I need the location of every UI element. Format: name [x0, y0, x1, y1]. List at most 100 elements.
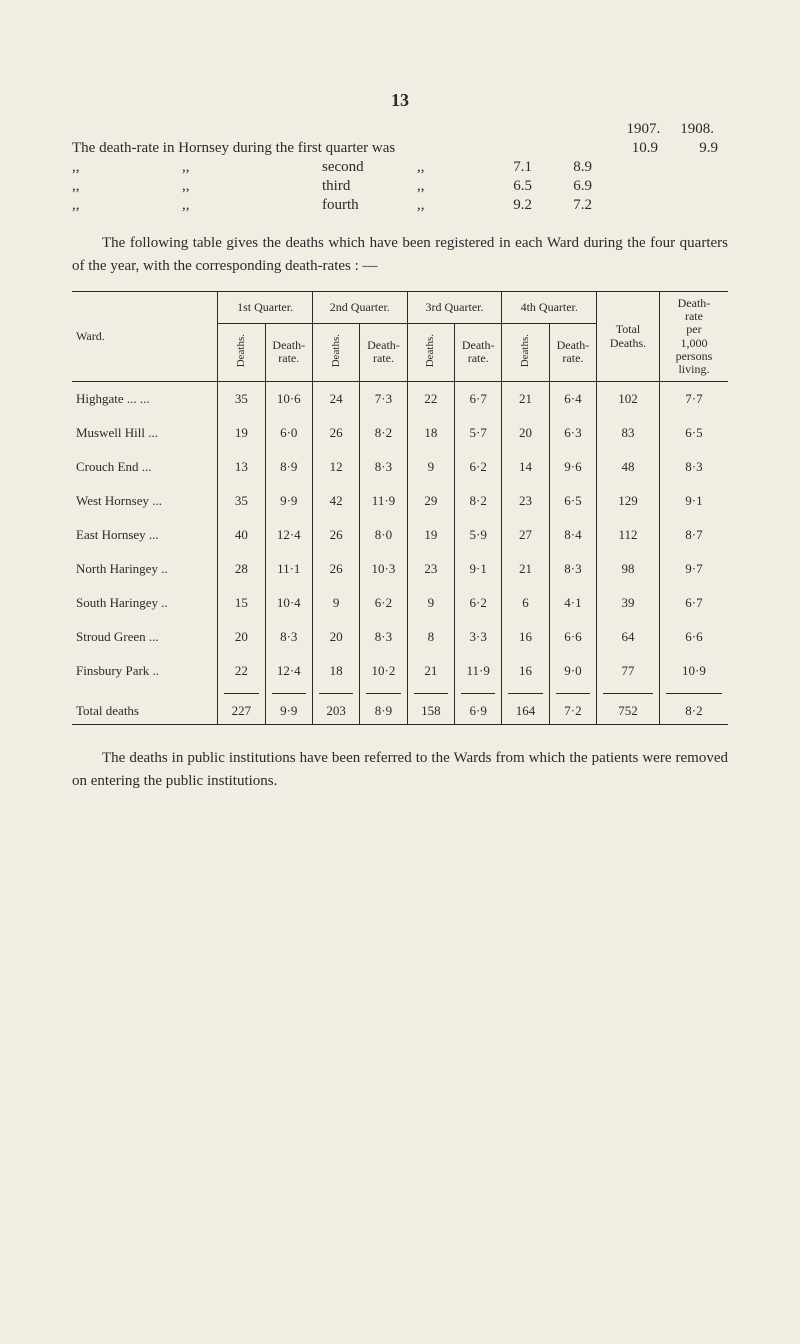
- cell: 10·6: [265, 382, 312, 417]
- cell: 6·6: [549, 620, 596, 654]
- cell: 8·4: [549, 518, 596, 552]
- first-1907: 10.9: [598, 140, 658, 157]
- cell: 6·5: [549, 484, 596, 518]
- separator: [360, 688, 407, 698]
- q3-rate-sub: Death- rate.: [455, 323, 502, 382]
- cell: 6·9: [455, 698, 502, 725]
- ditto2: ,,: [182, 159, 322, 176]
- cell: 9: [407, 586, 454, 620]
- cell: 9·1: [455, 552, 502, 586]
- cell: 48: [597, 450, 660, 484]
- ditto: ,,: [182, 178, 322, 195]
- second-1908: 8.9: [532, 159, 602, 176]
- separator: [597, 688, 660, 698]
- cell: 28: [218, 552, 265, 586]
- cell: 21: [502, 552, 549, 586]
- total-label: Total deaths: [72, 698, 218, 725]
- separator: [407, 688, 454, 698]
- death-rate-table: Ward. 1st Quarter. 2nd Quarter. 3rd Quar…: [72, 291, 728, 725]
- intro-row-2: ,, ,, second ,, 7.1 8.9: [72, 159, 728, 176]
- cell: 227: [218, 698, 265, 725]
- cell: 6: [502, 586, 549, 620]
- q4-deaths-sub: Deaths.: [520, 334, 531, 367]
- first-1908: 9.9: [658, 140, 728, 157]
- cell: 6·3: [549, 416, 596, 450]
- q1-deaths-sub: Deaths.: [236, 334, 247, 367]
- separator-row: [72, 688, 728, 698]
- cell: 112: [597, 518, 660, 552]
- cell: 9·0: [549, 654, 596, 688]
- cell: 11·1: [265, 552, 312, 586]
- cell: 10·4: [265, 586, 312, 620]
- cell: 26: [312, 416, 359, 450]
- cell: 7·7: [659, 382, 728, 417]
- fourth-1908: 7.2: [532, 197, 602, 214]
- cell: 9·9: [265, 484, 312, 518]
- cell: 15: [218, 586, 265, 620]
- cell: 9·6: [549, 450, 596, 484]
- cell: 8·3: [549, 552, 596, 586]
- table-row: Finsbury Park ..2212·41810·22111·9169·07…: [72, 654, 728, 688]
- cell: 129: [597, 484, 660, 518]
- third-1908: 6.9: [532, 178, 602, 195]
- cell: 21: [407, 654, 454, 688]
- cell: 16: [502, 620, 549, 654]
- label-fourth: fourth: [322, 197, 417, 214]
- cell: 6·4: [549, 382, 596, 417]
- cell: 158: [407, 698, 454, 725]
- cell: 6·7: [455, 382, 502, 417]
- year-1907: 1907.: [627, 121, 661, 138]
- separator: [502, 688, 549, 698]
- paragraph-2: The deaths in public institutions have b…: [72, 747, 728, 794]
- cell: 14: [502, 450, 549, 484]
- table-row: Muswell Hill ...196·0268·2185·7206·3836·…: [72, 416, 728, 450]
- cell: 9·1: [659, 484, 728, 518]
- death-rate-header: Death- rate per 1,000 persons living.: [659, 292, 728, 382]
- label-second: second: [322, 159, 417, 176]
- cell: 8·9: [360, 698, 407, 725]
- cell: 3·3: [455, 620, 502, 654]
- intro-row-3: ,, ,, third ,, 6.5 6.9: [72, 178, 728, 195]
- q3-deaths-sub: Deaths.: [425, 334, 436, 367]
- q4-header: 4th Quarter.: [502, 292, 597, 324]
- table-row: South Haringey ..1510·496·296·264·1396·7: [72, 586, 728, 620]
- cell: 35: [218, 382, 265, 417]
- fourth-1907: 9.2: [472, 197, 532, 214]
- q4-rate-sub: Death- rate.: [549, 323, 596, 382]
- cell: 13: [218, 450, 265, 484]
- ward-name: East Hornsey ...: [72, 518, 218, 552]
- cell: 64: [597, 620, 660, 654]
- cell: 12·4: [265, 518, 312, 552]
- cell: 6·7: [659, 586, 728, 620]
- cell: 18: [407, 416, 454, 450]
- q2-rate-sub: Death- rate.: [360, 323, 407, 382]
- cell: 6·0: [265, 416, 312, 450]
- cell: 40: [218, 518, 265, 552]
- cell: 9·9: [265, 698, 312, 725]
- intro-first-text: The death-rate in Hornsey during the fir…: [72, 140, 598, 157]
- cell: 8·3: [360, 450, 407, 484]
- intro-first-line: The death-rate in Hornsey during the fir…: [72, 140, 728, 157]
- table-row: Crouch End ...138·9128·396·2149·6488·3: [72, 450, 728, 484]
- cell: 83: [597, 416, 660, 450]
- ward-name: Crouch End ...: [72, 450, 218, 484]
- q3-header: 3rd Quarter.: [407, 292, 502, 324]
- cell: 6·2: [455, 586, 502, 620]
- page-number: 13: [72, 90, 728, 111]
- cell: 22: [407, 382, 454, 417]
- cell: 5·7: [455, 416, 502, 450]
- ward-name: Finsbury Park ..: [72, 654, 218, 688]
- q1-header: 1st Quarter.: [218, 292, 313, 324]
- cell: 22: [218, 654, 265, 688]
- table-row: Highgate ... ...3510·6247·3226·7216·4102…: [72, 382, 728, 417]
- ditto: ,,: [417, 197, 472, 214]
- cell: 102: [597, 382, 660, 417]
- ditto: ,,: [417, 178, 472, 195]
- ditto: ,,: [72, 178, 182, 195]
- cell: 23: [502, 484, 549, 518]
- separator: [455, 688, 502, 698]
- table-row: West Hornsey ...359·94211·9298·2236·5129…: [72, 484, 728, 518]
- cell: 10·3: [360, 552, 407, 586]
- second-1907: 7.1: [472, 159, 532, 176]
- cell: 4·1: [549, 586, 596, 620]
